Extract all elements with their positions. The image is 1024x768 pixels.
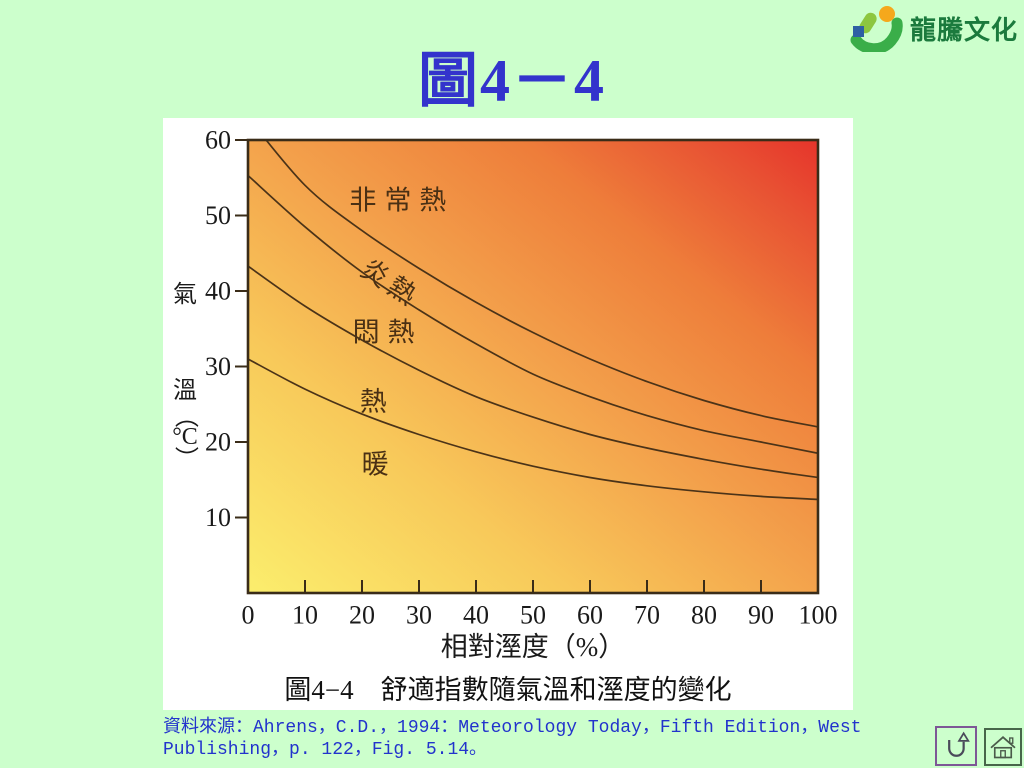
y-tick-label: 30 xyxy=(205,352,231,381)
y-tick-label: 40 xyxy=(205,277,231,306)
page-title: 圖4－4 xyxy=(418,48,606,114)
home-button[interactable] xyxy=(984,728,1022,766)
x-tick-label: 10 xyxy=(292,601,318,630)
boundary-curve xyxy=(248,174,818,455)
y-tick-label: 10 xyxy=(205,503,231,532)
x-tick-label: 50 xyxy=(520,601,546,630)
y-axis: 60 50 40 30 20 10 xyxy=(205,126,247,532)
y-axis-title-char: ） xyxy=(172,446,198,470)
comfort-boundary-curves xyxy=(248,140,818,501)
plot-border xyxy=(246,138,820,595)
y-tick-label: 50 xyxy=(205,201,231,230)
figure-caption: 圖4−4 舒適指數隨氣溫和溼度的變化 xyxy=(284,675,731,705)
y-axis-title: 氣溫（°C） xyxy=(172,281,198,470)
x-tick-label: 90 xyxy=(748,601,774,630)
source-line-2: Publishing，p. 122，Fig. 5.14。 xyxy=(163,740,488,760)
x-tick-label: 70 xyxy=(634,601,660,630)
publisher-logo: 龍騰文化 xyxy=(850,4,1018,52)
y-tick-label: 60 xyxy=(205,126,231,155)
x-tick-label: 80 xyxy=(691,601,717,630)
y-axis-title-char: （ xyxy=(172,404,198,428)
source-line-1: 資料來源：Ahrens，C.D.，1994：Meteorology Today，… xyxy=(163,718,862,738)
zone-label: 非常熱 xyxy=(349,185,454,215)
zone-label: 暖 xyxy=(362,450,389,480)
house-icon xyxy=(990,736,1016,759)
slide-nav xyxy=(935,726,1022,766)
publisher-logo-text: 龍騰文化 xyxy=(909,14,1018,45)
x-axis: 0 10 20 30 40 50 60 70 80 90 100 xyxy=(242,580,838,630)
x-tick-label: 40 xyxy=(463,601,489,630)
x-tick-label: 20 xyxy=(349,601,375,630)
x-axis-title: 相對溼度（%） xyxy=(441,632,626,662)
boundary-curve xyxy=(248,358,818,501)
x-tick-label: 30 xyxy=(406,601,432,630)
zone-label: 悶熱 xyxy=(353,318,423,348)
figure-panel: 非常熱 炎熱 悶熱熱暖 0 10 20 30 40 50 60 70 80 90 100 60 50 40 3… xyxy=(163,118,853,710)
x-tick-label: 100 xyxy=(799,601,838,630)
u-turn-arrow-icon xyxy=(948,731,970,757)
y-axis-title-char: 氣 xyxy=(173,281,197,308)
zone-label: 熱 xyxy=(360,387,387,417)
y-tick-label: 20 xyxy=(205,428,231,457)
boundary-curve xyxy=(265,140,818,428)
publisher-logo-icon xyxy=(850,6,903,52)
heat-gradient-area xyxy=(248,140,818,593)
y-axis-title-char: °C xyxy=(172,424,198,450)
return-button[interactable] xyxy=(935,726,977,766)
x-tick-label: 60 xyxy=(577,601,603,630)
x-tick-label: 0 xyxy=(242,601,255,630)
source-citation: 資料來源：Ahrens，C.D.，1994：Meteorology Today，… xyxy=(163,717,861,761)
boundary-curve xyxy=(248,265,818,479)
y-axis-title-char: 溫 xyxy=(173,377,197,404)
